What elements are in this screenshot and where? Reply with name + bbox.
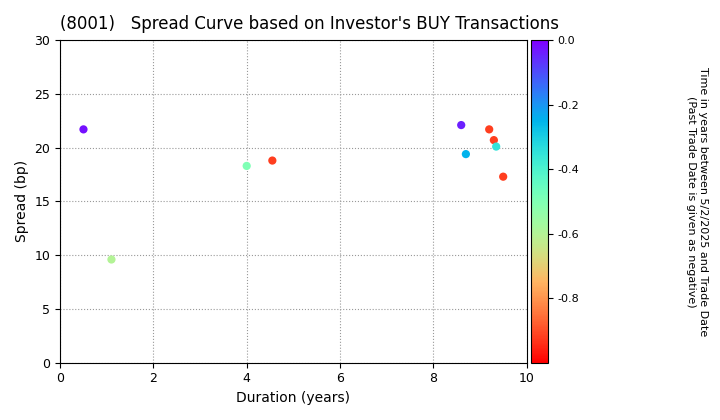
Point — [460, 151, 472, 158]
Point — [241, 163, 253, 169]
Point — [456, 122, 467, 129]
Point — [78, 126, 89, 133]
Text: (8001)   Spread Curve based on Investor's BUY Transactions: (8001) Spread Curve based on Investor's … — [60, 15, 559, 33]
Point — [106, 256, 117, 263]
Point — [490, 143, 502, 150]
X-axis label: Duration (years): Duration (years) — [236, 391, 351, 405]
Point — [488, 137, 500, 144]
Point — [498, 173, 509, 180]
Y-axis label: Spread (bp): Spread (bp) — [15, 160, 29, 242]
Point — [266, 157, 278, 164]
Y-axis label: Time in years between 5/2/2025 and Trade Date
(Past Trade Date is given as negat: Time in years between 5/2/2025 and Trade… — [686, 67, 708, 336]
Point — [483, 126, 495, 133]
